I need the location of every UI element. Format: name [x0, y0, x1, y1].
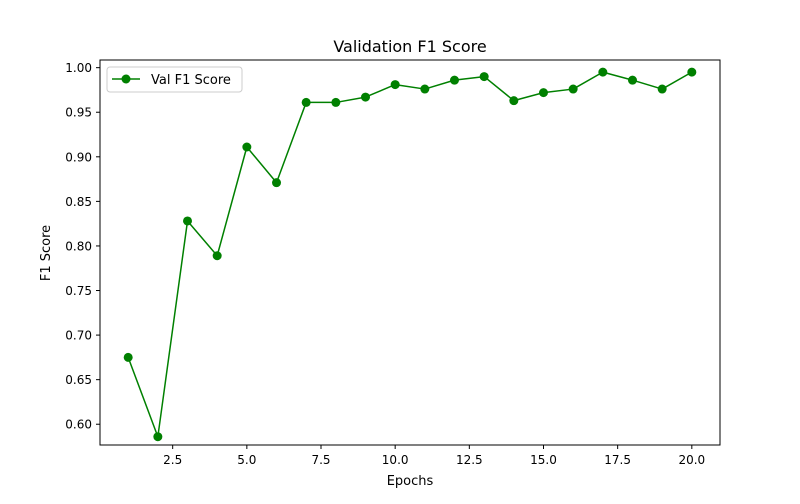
data-point	[331, 97, 341, 107]
y-tick-label: 1.00	[65, 61, 92, 75]
data-point	[272, 178, 282, 188]
x-tick-label: 5.0	[237, 453, 256, 467]
data-point	[449, 75, 459, 85]
chart-title: Validation F1 Score	[333, 37, 486, 56]
data-point	[361, 92, 371, 102]
x-tick-label: 12.5	[456, 453, 483, 467]
y-tick-label: 0.70	[65, 329, 92, 343]
x-tick-label: 7.5	[311, 453, 330, 467]
data-point	[420, 84, 430, 94]
x-axis-ticks: 2.5 5.0 7.5 10.0 12.5 15.0 17.5 20.0	[163, 445, 705, 467]
y-tick-label: 0.65	[65, 373, 92, 387]
legend-label: Val F1 Score	[151, 73, 231, 88]
x-tick-label: 20.0	[678, 453, 705, 467]
legend-marker-sample	[121, 74, 131, 84]
data-point	[183, 216, 193, 226]
data-point	[123, 352, 133, 362]
data-point	[598, 67, 608, 77]
data-point	[479, 72, 489, 82]
y-tick-label: 0.60	[65, 418, 92, 432]
series-layer	[123, 67, 697, 442]
y-axis-ticks: 0.60 0.65 0.70 0.75 0.80 0.85 0.90 0.95 1.00	[65, 61, 100, 432]
y-tick-label: 0.90	[65, 150, 92, 164]
y-axis-label: F1 Score	[39, 225, 54, 281]
data-point	[657, 84, 667, 94]
x-axis-label: Epochs	[387, 474, 434, 489]
data-point	[301, 97, 311, 107]
data-point	[242, 142, 252, 152]
legend-box	[106, 66, 243, 93]
data-point	[509, 96, 519, 106]
x-tick-label: 2.5	[163, 453, 182, 467]
y-tick-label: 0.80	[65, 239, 92, 253]
y-tick-label: 0.95	[65, 106, 92, 120]
x-tick-label: 15.0	[530, 453, 557, 467]
axes-frame	[99, 59, 721, 446]
data-point	[538, 88, 548, 98]
y-tick-label: 0.75	[65, 284, 92, 298]
x-tick-label: 10.0	[382, 453, 409, 467]
y-tick-label: 0.85	[65, 195, 92, 209]
data-point	[212, 251, 222, 261]
data-point	[627, 75, 637, 85]
data-point	[390, 80, 400, 90]
data-point	[568, 84, 578, 94]
x-tick-label: 17.5	[604, 453, 631, 467]
data-point	[687, 67, 697, 77]
data-point	[153, 432, 163, 442]
series-line-0	[127, 71, 693, 438]
legend: Val F1 Score	[106, 66, 243, 93]
